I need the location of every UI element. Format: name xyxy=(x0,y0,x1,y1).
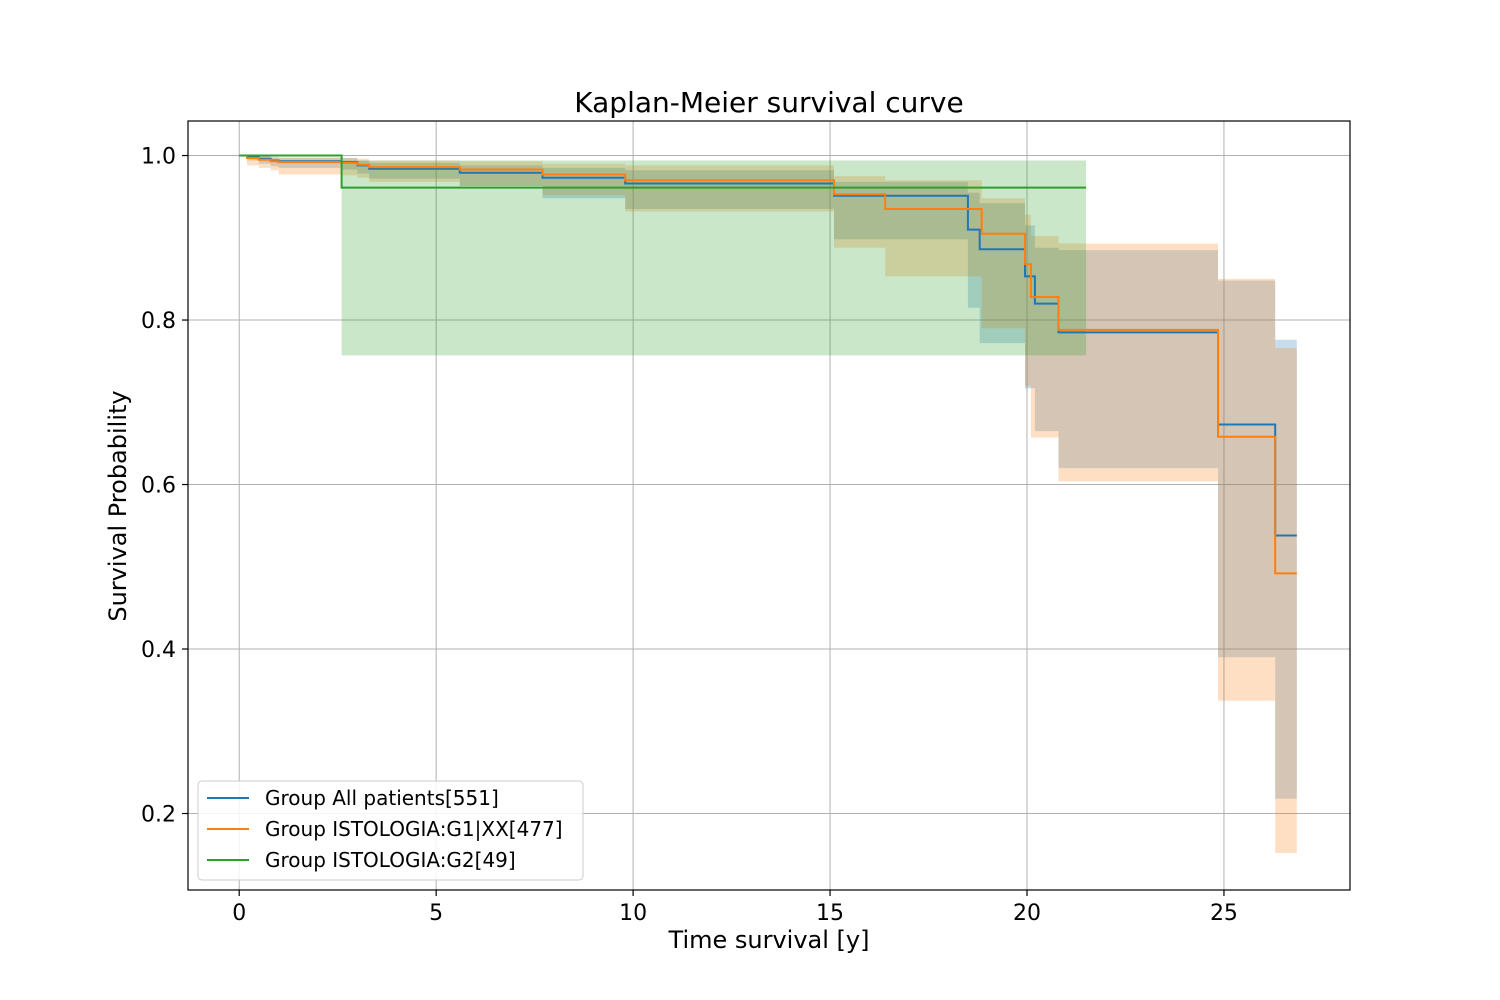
y-tick-label: 0.2 xyxy=(141,803,176,828)
confidence-bands xyxy=(239,155,1297,853)
legend-label-all-patients: Group All patients[551] xyxy=(265,786,499,810)
x-tick-label: 15 xyxy=(816,901,844,926)
survival-lines xyxy=(239,154,1297,575)
legend: Group All patients[551] Group ISTOLOGIA:… xyxy=(197,780,584,881)
x-axis-title: Time survival [y] xyxy=(668,926,870,954)
x-tick-label: 25 xyxy=(1210,901,1238,926)
y-axis-title: Survival Probability xyxy=(104,390,132,621)
y-tick-label: 0.6 xyxy=(141,474,176,499)
legend-box xyxy=(197,780,584,881)
plot-area-frame xyxy=(187,120,1351,891)
y-tick-label: 0.8 xyxy=(141,309,176,334)
y-tick-label: 0.4 xyxy=(141,638,176,663)
plot-area-background xyxy=(188,121,1350,890)
x-tick-label: 5 xyxy=(429,901,443,926)
x-tick-label: 20 xyxy=(1013,901,1041,926)
x-tick-label: 10 xyxy=(619,901,647,926)
legend-label-istologia-g2: Group ISTOLOGIA:G2[49] xyxy=(265,848,516,872)
survival-line-group-istologia-g2-49 xyxy=(239,154,1087,189)
survival-line-group-istologia-g1-xx-477 xyxy=(239,154,1297,575)
ci-band-group-istologia-g2-49 xyxy=(239,155,1087,356)
ci-band-group-all-patients-551 xyxy=(239,155,1297,799)
legend-label-istologia-g1-xx: Group ISTOLOGIA:G1|XX[477] xyxy=(265,817,563,841)
chart-title: Kaplan-Meier survival curve xyxy=(574,86,963,119)
axis-ticks: 0 5 10 15 20 25 0.2 0.4 0.6 0.8 1.0 xyxy=(141,145,1238,926)
x-tick-label: 0 xyxy=(232,901,246,926)
y-tick-label: 1.0 xyxy=(141,145,176,170)
grid-lines xyxy=(188,121,1350,890)
ci-band-group-istologia-g1-xx-477 xyxy=(239,155,1297,853)
